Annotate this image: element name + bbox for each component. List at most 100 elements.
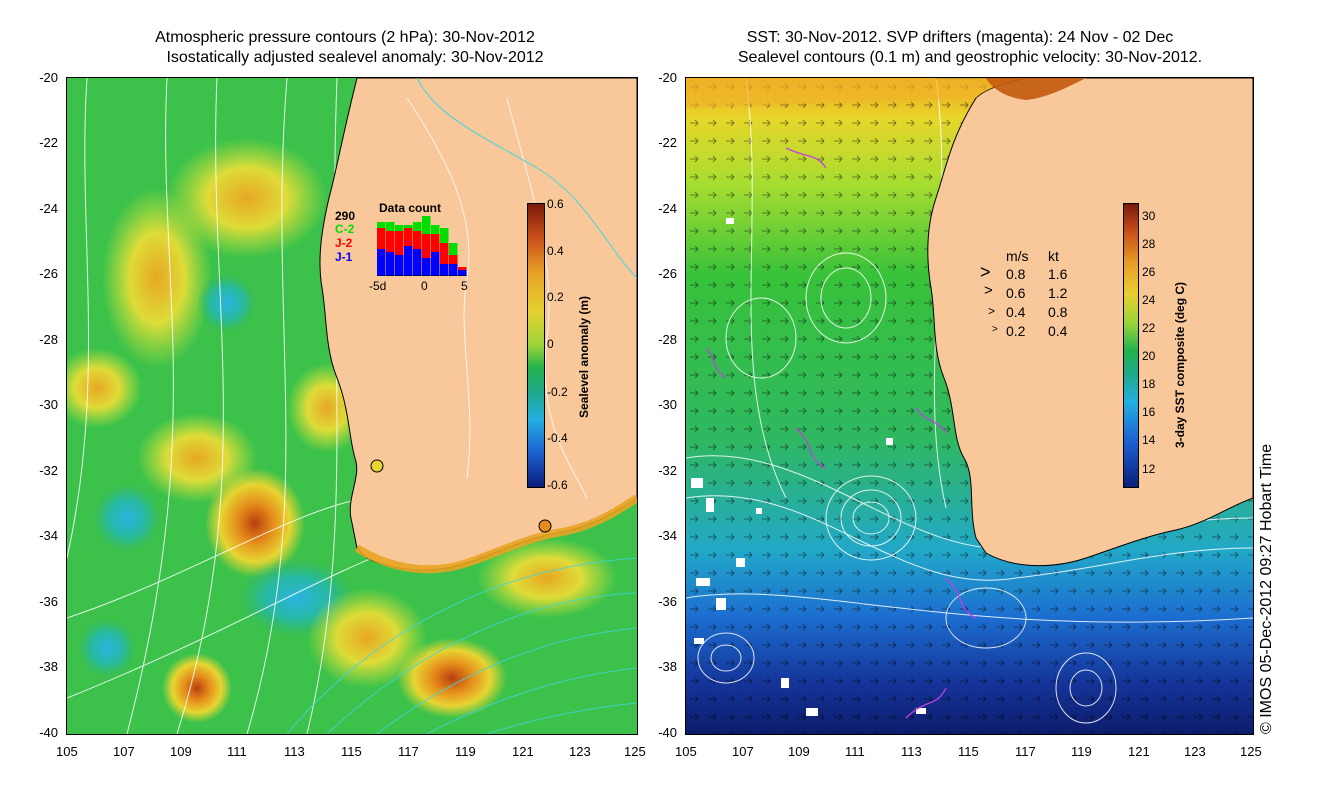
data-count-bar-blue bbox=[431, 252, 440, 276]
dc-xtick-0: -5d bbox=[369, 279, 387, 293]
data-count-title: Data count bbox=[379, 201, 442, 215]
dc-xtick-1: 0 bbox=[421, 279, 428, 293]
data-count-bar-blue bbox=[449, 264, 458, 276]
data-count-max: 290 bbox=[335, 209, 356, 223]
data-count-bar-blue bbox=[413, 249, 422, 276]
left-map: 290 Data count C-2 J-2 J-1 -5d 0 5 0.6 0… bbox=[66, 77, 638, 735]
right-xtick: 125 bbox=[1240, 744, 1262, 759]
right-xtick: 123 bbox=[1184, 744, 1206, 759]
left-xtick: 107 bbox=[113, 744, 135, 759]
data-count-bar-red bbox=[413, 231, 422, 249]
right-xtick: 105 bbox=[675, 744, 697, 759]
right-ytick: -26 bbox=[658, 266, 677, 281]
legend-ms-3: 0.2 bbox=[1006, 323, 1026, 339]
data-count-bar-red bbox=[431, 234, 440, 252]
right-xtick: 115 bbox=[958, 744, 979, 759]
right-ytick: -24 bbox=[658, 201, 677, 216]
left-xtick: 125 bbox=[624, 744, 646, 759]
left-ytick: -40 bbox=[39, 725, 58, 740]
left-ytick: -30 bbox=[39, 397, 58, 412]
left-ytick: -28 bbox=[39, 332, 58, 347]
left-cb-tick-5: -0.4 bbox=[547, 431, 568, 445]
right-cb-tick-1: 28 bbox=[1142, 237, 1156, 251]
left-cb-tick-3: 0 bbox=[547, 337, 554, 351]
data-count-bar-blue bbox=[395, 255, 404, 276]
right-xtick: 111 bbox=[845, 744, 865, 759]
left-cb-tick-4: -0.2 bbox=[547, 385, 568, 399]
left-ytick: -26 bbox=[39, 266, 58, 281]
right-title-line2: Sealevel contours (0.1 m) and geostrophi… bbox=[737, 49, 1203, 66]
data-count-bar-blue bbox=[404, 246, 413, 276]
right-xtick: 113 bbox=[901, 744, 922, 759]
data-count-bar-red bbox=[422, 234, 431, 258]
right-xtick: 117 bbox=[1015, 744, 1036, 759]
data-count-bar-red bbox=[449, 255, 458, 264]
right-xtick: 109 bbox=[788, 744, 810, 759]
right-cb-tick-2: 26 bbox=[1142, 265, 1156, 279]
right-ytick: -38 bbox=[658, 659, 677, 674]
legend-ms-2: 0.4 bbox=[1006, 304, 1026, 320]
right-ytick: -32 bbox=[658, 463, 677, 478]
imos-credit: © IMOS 05-Dec-2012 09:27 Hobart Time bbox=[1258, 443, 1275, 734]
left-ytick: -38 bbox=[39, 659, 58, 674]
data-count-bar-blue bbox=[440, 264, 449, 276]
left-xtick: 119 bbox=[455, 744, 476, 759]
left-xtick: 113 bbox=[284, 744, 305, 759]
right-cb-tick-0: 30 bbox=[1142, 209, 1156, 223]
legend-ms-0: 0.8 bbox=[1006, 266, 1026, 282]
legend-kt-2: 0.8 bbox=[1048, 304, 1068, 320]
legend-kt-1: 1.2 bbox=[1048, 285, 1068, 301]
right-cb-tick-9: 12 bbox=[1142, 462, 1156, 476]
sealevel-anomaly-map bbox=[67, 78, 637, 734]
left-title-line2: Isostatically adjusted sealevel anomaly:… bbox=[166, 49, 544, 66]
left-xtick: 121 bbox=[512, 744, 534, 759]
data-count-bar-green bbox=[431, 225, 440, 234]
right-ytick: -40 bbox=[658, 725, 677, 740]
left-colorbar-label: Sealevel anomaly (m) bbox=[577, 295, 591, 418]
legend-kt-3: 0.4 bbox=[1048, 323, 1068, 339]
left-ytick: -32 bbox=[39, 463, 58, 478]
left-ytick: -36 bbox=[39, 594, 58, 609]
left-xtick: 117 bbox=[398, 744, 419, 759]
data-count-bar-blue bbox=[377, 249, 386, 276]
right-ytick: -28 bbox=[658, 332, 677, 347]
legend-header-ms: m/s bbox=[1006, 248, 1029, 264]
right-colorbar bbox=[1123, 203, 1139, 488]
left-xtick: 115 bbox=[341, 744, 362, 759]
dc-xtick-2: 5 bbox=[461, 279, 468, 293]
left-cb-tick-1: 0.4 bbox=[547, 244, 564, 258]
left-title-line1: Atmospheric pressure contours (2 hPa): 3… bbox=[155, 29, 535, 46]
right-cb-tick-7: 16 bbox=[1142, 405, 1156, 419]
data-count-bar-blue bbox=[386, 252, 395, 276]
left-cb-tick-6: -0.6 bbox=[547, 478, 568, 492]
left-cb-tick-2: 0.2 bbox=[547, 290, 564, 304]
data-count-bar-green bbox=[377, 222, 386, 228]
right-ytick: -34 bbox=[658, 528, 677, 543]
legend-arrow-icon: > bbox=[980, 262, 991, 282]
data-count-bar-red bbox=[404, 228, 413, 246]
right-cb-tick-6: 18 bbox=[1142, 377, 1156, 391]
data-count-bar-green bbox=[413, 222, 422, 231]
legend-arrow-icon: > bbox=[984, 282, 993, 299]
legend-kt-0: 1.6 bbox=[1048, 266, 1068, 282]
right-ytick: -36 bbox=[658, 594, 677, 609]
left-xtick: 123 bbox=[569, 744, 591, 759]
left-cb-tick-0: 0.6 bbox=[547, 197, 564, 211]
right-cb-tick-8: 14 bbox=[1142, 433, 1156, 447]
data-count-bar-blue bbox=[422, 258, 431, 276]
left-ytick: -22 bbox=[39, 135, 58, 150]
right-ytick: -30 bbox=[658, 397, 677, 412]
data-count-inset: 290 Data count C-2 J-2 J-1 -5d 0 5 bbox=[333, 198, 483, 308]
data-count-bar-green bbox=[449, 243, 458, 255]
data-count-bar-green bbox=[422, 216, 431, 234]
left-ytick: -34 bbox=[39, 528, 58, 543]
right-title-line1: SST: 30-Nov-2012. SVP drifters (magenta)… bbox=[746, 29, 1174, 46]
data-count-bar-green bbox=[404, 225, 413, 228]
right-cb-tick-4: 22 bbox=[1142, 321, 1156, 335]
legend-arrow-icon: > bbox=[992, 324, 998, 335]
right-xtick: 121 bbox=[1128, 744, 1150, 759]
left-colorbar bbox=[527, 203, 545, 488]
legend-j2: J-2 bbox=[335, 236, 353, 250]
legend-j1: J-1 bbox=[335, 250, 353, 264]
data-count-bar-red bbox=[395, 231, 404, 255]
